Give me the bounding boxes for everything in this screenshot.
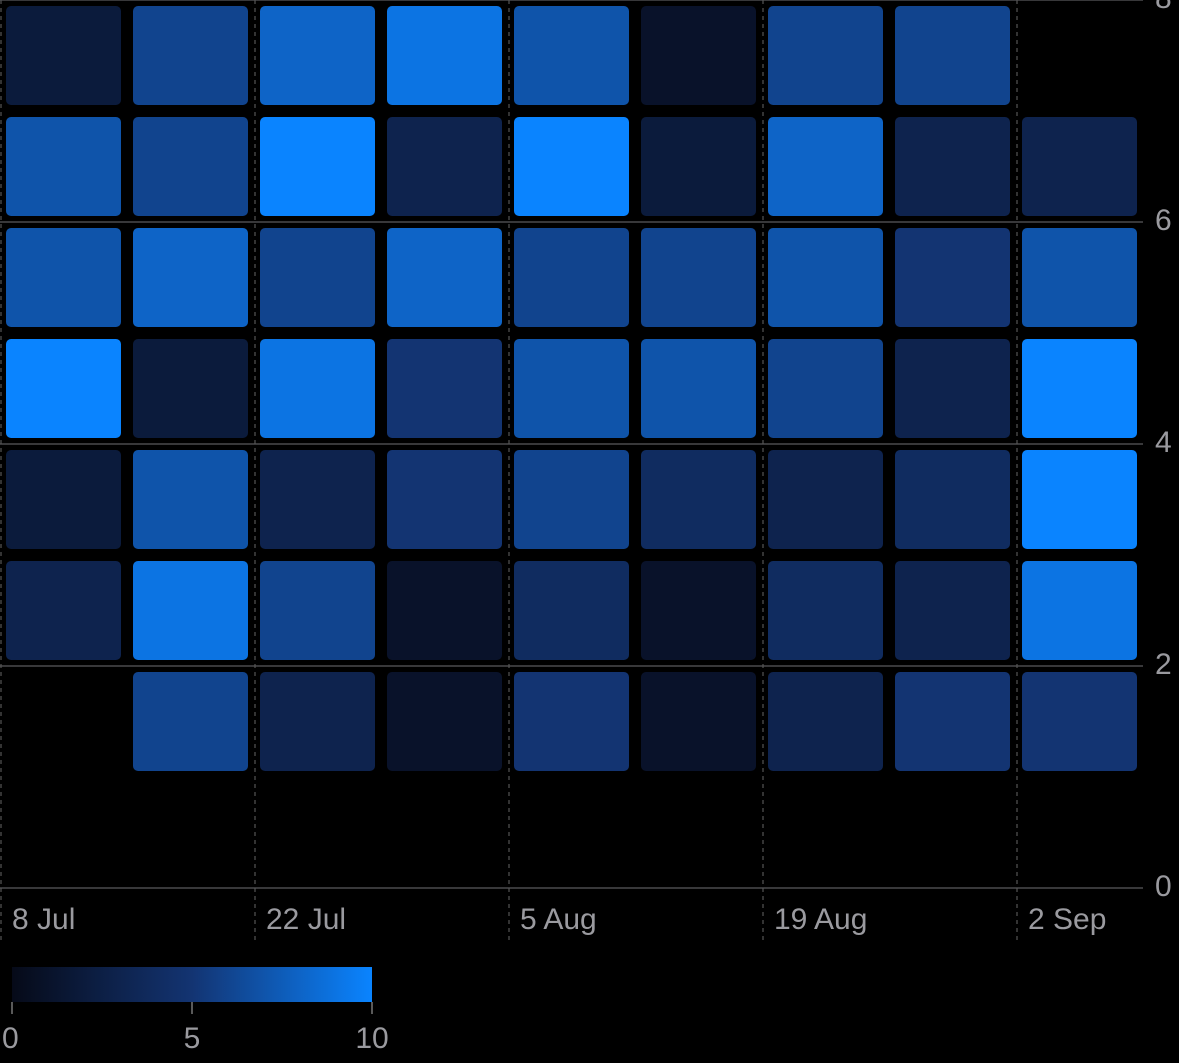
x-tick-label: 2 Sep — [1028, 903, 1106, 936]
heatmap-cell — [387, 672, 502, 771]
heatmap-cell — [641, 339, 756, 438]
y-tick-label: 0 — [1155, 870, 1172, 903]
heatmap-cell — [768, 450, 883, 549]
heatmap-cell — [514, 339, 629, 438]
heatmap-cell — [1022, 561, 1137, 660]
heatmap-cell — [895, 117, 1010, 216]
heatmap-cell — [387, 6, 502, 105]
heatmap-cell — [387, 339, 502, 438]
heatmap-cell — [133, 6, 248, 105]
heatmap-cell — [895, 450, 1010, 549]
heatmap-cell — [1022, 450, 1137, 549]
heatmap-cell — [641, 228, 756, 327]
heatmap-cell — [387, 561, 502, 660]
heatmap-cell — [6, 228, 121, 327]
colorbar-tick-label: 5 — [184, 1022, 201, 1055]
heatmap-cell — [1022, 228, 1137, 327]
colorbar-tick-label: 10 — [355, 1022, 388, 1055]
heatmap-cell — [1022, 672, 1137, 771]
heatmap-cell — [6, 561, 121, 660]
heatmap-cell — [260, 6, 375, 105]
heatmap-cell — [768, 672, 883, 771]
heatmap-cell — [768, 561, 883, 660]
heatmap-cell — [133, 672, 248, 771]
x-tick-label: 19 Aug — [774, 903, 867, 936]
heatmap-cell — [387, 450, 502, 549]
y-tick-label: 4 — [1155, 426, 1172, 459]
heatmap-cell — [514, 672, 629, 771]
heatmap-cell — [514, 561, 629, 660]
x-tick-label: 8 Jul — [12, 903, 75, 936]
colorbar — [12, 967, 372, 1002]
heatmap-cell — [514, 228, 629, 327]
heatmap-cell — [768, 228, 883, 327]
heatmap-cell — [6, 117, 121, 216]
heatmap-cell — [895, 228, 1010, 327]
y-tick-label: 6 — [1155, 204, 1172, 237]
heatmap-cell — [260, 117, 375, 216]
heatmap-cell — [1022, 339, 1137, 438]
heatmap-cell — [260, 228, 375, 327]
heatmap-cell — [6, 6, 121, 105]
heatmap-cell — [768, 6, 883, 105]
heatmap-cell — [6, 339, 121, 438]
heatmap-cell — [768, 339, 883, 438]
x-tick-label: 5 Aug — [520, 903, 597, 936]
heatmap-cell — [514, 450, 629, 549]
heatmap-cell — [387, 228, 502, 327]
heatmap-cell — [895, 6, 1010, 105]
y-tick-label: 2 — [1155, 648, 1172, 681]
y-tick-label: 8 — [1155, 0, 1172, 15]
heatmap-cell — [1022, 117, 1137, 216]
heatmap-cell — [133, 339, 248, 438]
colorbar-tick-label: 0 — [2, 1022, 19, 1055]
heatmap-cell — [260, 672, 375, 771]
heatmap-cell — [641, 450, 756, 549]
heatmap-cell — [133, 117, 248, 216]
heatmap-cell — [641, 672, 756, 771]
heatmap-cell — [895, 339, 1010, 438]
heatmap-cell — [895, 561, 1010, 660]
heatmap-cell — [514, 6, 629, 105]
heatmap-cell — [260, 561, 375, 660]
heatmap-cell — [641, 117, 756, 216]
heatmap-cell — [260, 450, 375, 549]
heatmap-cell — [133, 561, 248, 660]
heatmap-cell — [768, 117, 883, 216]
x-tick-label: 22 Jul — [266, 903, 346, 936]
heatmap-cell — [133, 228, 248, 327]
heatmap-cell — [895, 672, 1010, 771]
heatmap-cell — [260, 339, 375, 438]
heatmap-cell — [641, 561, 756, 660]
heatmap-cell — [6, 450, 121, 549]
heatmap-cell — [133, 450, 248, 549]
heatmap-cell — [641, 6, 756, 105]
heatmap-cell — [387, 117, 502, 216]
heatmap-cell — [514, 117, 629, 216]
